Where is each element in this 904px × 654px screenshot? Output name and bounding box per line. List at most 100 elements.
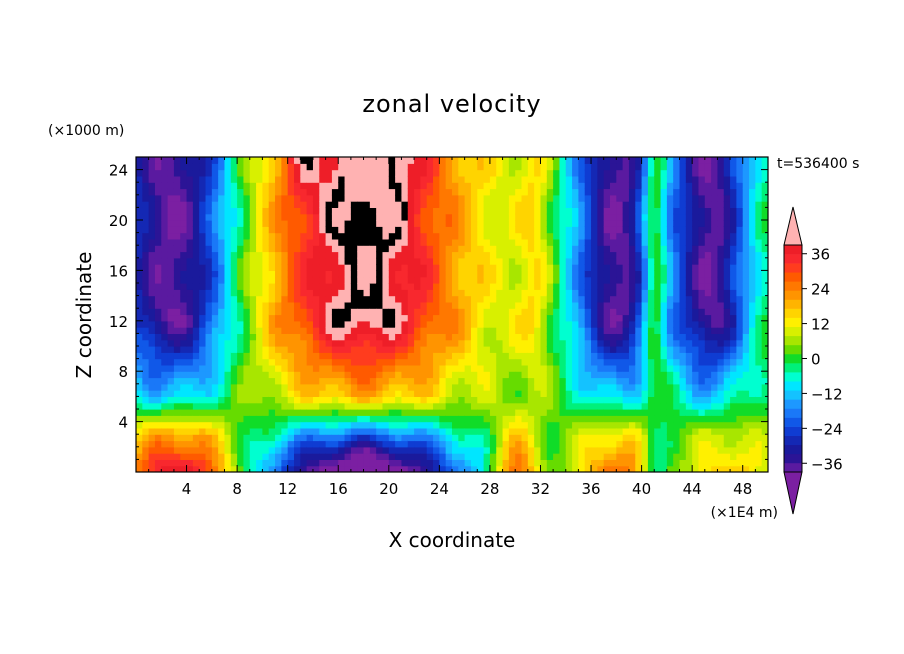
field-cell (237, 440, 245, 448)
field-cell (742, 175, 750, 183)
field-cell (287, 314, 295, 322)
field-cell (306, 427, 314, 435)
field-cell (369, 446, 377, 454)
field-cell (742, 182, 750, 190)
field-cell (521, 358, 529, 366)
field-cell (224, 390, 232, 397)
field-cell (192, 213, 200, 221)
field-cell (268, 232, 276, 240)
field-cell (711, 396, 719, 404)
field-cell (534, 364, 542, 372)
field-cell (546, 188, 554, 196)
field-cell (660, 175, 668, 183)
field-cell (527, 188, 535, 196)
field-cell (199, 182, 207, 190)
field-cell (591, 402, 598, 410)
field-cell (407, 390, 415, 397)
field-cell (540, 440, 548, 448)
field-cell (306, 188, 314, 196)
field-cell (414, 333, 421, 341)
field-cell (407, 333, 415, 341)
field-cell (742, 270, 750, 278)
field-cell (186, 453, 194, 460)
field-cell (761, 201, 768, 208)
field-cell (363, 289, 371, 297)
field-cell (502, 157, 510, 164)
field-cell (275, 213, 282, 221)
field-cell (237, 238, 245, 246)
field-cell (685, 283, 693, 290)
field-cell (148, 346, 156, 353)
field-cell (483, 459, 491, 467)
field-cell (205, 390, 213, 397)
field-cell (350, 207, 358, 215)
field-cell (154, 459, 162, 467)
field-cell (199, 301, 207, 309)
field-cell (205, 320, 213, 328)
field-cell (439, 364, 447, 372)
field-cell (565, 352, 573, 360)
field-cell (376, 371, 384, 379)
field-cell (610, 327, 617, 334)
field-cell (540, 434, 548, 442)
field-cell (704, 327, 712, 334)
field-cell (325, 377, 333, 385)
field-cell (401, 371, 409, 379)
field-cell (414, 409, 421, 416)
field-cell (382, 320, 390, 328)
field-cell (578, 245, 586, 253)
field-cell (192, 232, 200, 240)
field-cell (167, 188, 175, 196)
field-cell (647, 220, 655, 227)
field-cell (711, 251, 719, 259)
field-cell (268, 346, 276, 353)
field-cell (660, 157, 668, 164)
field-cell (508, 301, 516, 309)
field-cell (673, 308, 681, 316)
field-cell (464, 358, 472, 366)
field-cell (199, 427, 207, 435)
field-cell (679, 251, 687, 259)
field-cell (237, 434, 245, 442)
field-cell (344, 453, 352, 460)
field-cell (628, 377, 636, 385)
field-cell (673, 188, 681, 196)
field-cell (660, 453, 668, 460)
field-cell (268, 308, 276, 316)
field-cell (154, 295, 162, 303)
field-cell (136, 175, 143, 183)
field-cell (281, 188, 289, 196)
field-cell (489, 264, 497, 271)
field-cell (572, 169, 579, 177)
field-cell (331, 390, 339, 397)
field-cell (761, 238, 768, 246)
field-cell (344, 364, 352, 372)
field-cell (154, 220, 162, 227)
field-cell (275, 383, 282, 391)
field-cell (603, 434, 611, 442)
field-cell (180, 232, 188, 240)
field-cell (610, 220, 617, 227)
field-cell (262, 301, 270, 309)
field-cell (294, 371, 301, 379)
field-cell (357, 377, 365, 385)
field-cell (338, 459, 346, 467)
field-cell (502, 402, 510, 410)
field-cell (388, 339, 396, 347)
field-cell (685, 352, 693, 360)
field-cell (363, 346, 371, 353)
field-cell (591, 188, 598, 196)
field-cell (736, 465, 744, 472)
field-cell (369, 358, 377, 366)
field-cell (407, 169, 415, 177)
field-cell (527, 390, 535, 397)
field-cell (382, 251, 390, 259)
field-cell (635, 465, 643, 472)
field-cell (401, 434, 409, 442)
field-cell (142, 276, 150, 284)
field-cell (382, 364, 390, 372)
field-cell (572, 157, 579, 164)
field-cell (540, 402, 548, 410)
field-cell (382, 346, 390, 353)
field-cell (761, 308, 768, 316)
